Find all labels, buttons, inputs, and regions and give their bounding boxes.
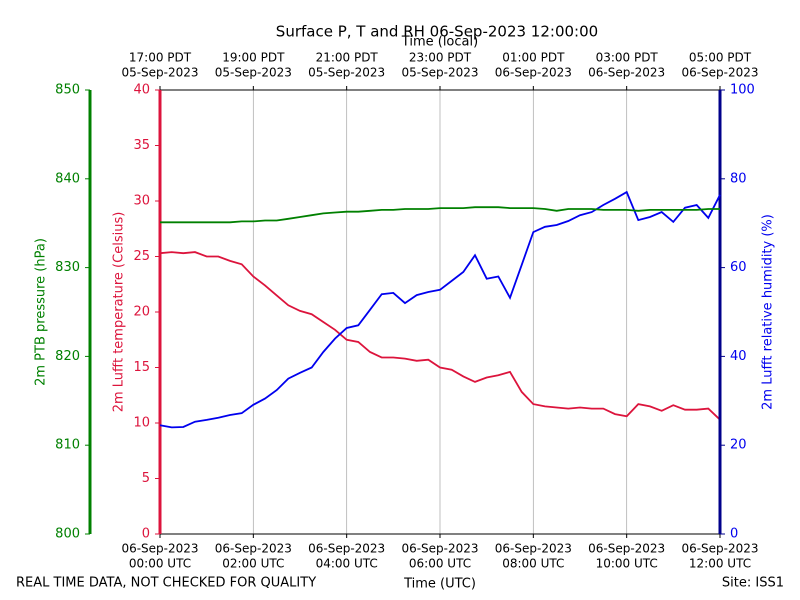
data-line xyxy=(159,190,721,429)
x-tick-label: 02:00 UTC xyxy=(222,557,284,571)
chart-title: Surface P, T and RH 06-Sep-2023 12:00:00 xyxy=(276,23,598,41)
top-x-tick-label: 23:00 PDT xyxy=(409,51,472,65)
y-tick-label: 35 xyxy=(133,138,150,153)
y-tick-label: 15 xyxy=(133,360,150,375)
top-x-tick-label: 06-Sep-2023 xyxy=(495,66,572,80)
top-x-tick-label: 06-Sep-2023 xyxy=(681,66,758,80)
x-tick-label: 06:00 UTC xyxy=(409,557,471,571)
y-axis-label: 2m Lufft temperature (Celsius) xyxy=(112,212,127,413)
top-x-tick-label: 05-Sep-2023 xyxy=(308,66,385,80)
footnote: Site: ISS1 xyxy=(722,576,784,591)
x-tick-label: 06-Sep-2023 xyxy=(401,542,478,556)
x-tick-label: 10:00 UTC xyxy=(596,557,658,571)
top-x-tick-label: 17:00 PDT xyxy=(129,51,192,65)
top-x-tick-label: 05-Sep-2023 xyxy=(215,66,292,80)
y-axis-label: 2m Lufft relative humidity (%) xyxy=(761,214,776,410)
data-line xyxy=(159,251,721,421)
top-x-tick-label: 06-Sep-2023 xyxy=(588,66,665,80)
x-tick-label: 04:00 UTC xyxy=(316,557,378,571)
x-tick-label: 06-Sep-2023 xyxy=(681,542,758,556)
top-x-tick-label: 21:00 PDT xyxy=(316,51,379,65)
data-line xyxy=(160,206,720,224)
top-x-tick-label: 05:00 PDT xyxy=(689,51,752,65)
y-tick-label: 5 xyxy=(142,471,150,486)
y-tick-label: 40 xyxy=(133,83,150,98)
x-tick-label: 00:00 UTC xyxy=(129,557,191,571)
y-tick-label: 60 xyxy=(730,260,747,275)
y-tick-label: 25 xyxy=(133,249,150,264)
y-tick-label: 80 xyxy=(730,171,747,186)
top-x-tick-label: 01:00 PDT xyxy=(502,51,565,65)
x-tick-label: 06-Sep-2023 xyxy=(588,542,665,556)
top-x-tick-label: 05-Sep-2023 xyxy=(401,66,478,80)
footnote: REAL TIME DATA, NOT CHECKED FOR QUALITY xyxy=(16,576,316,591)
y-axis-label: 2m PTB pressure (hPa) xyxy=(34,238,49,386)
y-tick-label: 820 xyxy=(55,349,80,364)
top-x-tick-label: 05-Sep-2023 xyxy=(121,66,198,80)
y-tick-label: 0 xyxy=(142,527,150,542)
y-tick-label: 0 xyxy=(730,527,738,542)
y-tick-label: 20 xyxy=(133,305,150,320)
y-tick-label: 810 xyxy=(55,438,80,453)
x-tick-label: 06-Sep-2023 xyxy=(308,542,385,556)
y-tick-label: 100 xyxy=(730,83,755,98)
top-x-tick-label: 03:00 PDT xyxy=(596,51,659,65)
top-x-tick-label: 19:00 PDT xyxy=(222,51,285,65)
x-tick-label: 12:00 UTC xyxy=(689,557,751,571)
y-tick-label: 30 xyxy=(133,194,150,209)
top-axis-label: Time (local) xyxy=(401,35,478,50)
x-axis-label: Time (UTC) xyxy=(403,577,476,592)
y-tick-label: 40 xyxy=(730,349,747,364)
x-tick-label: 08:00 UTC xyxy=(502,557,564,571)
y-tick-label: 840 xyxy=(55,171,80,186)
y-tick-label: 850 xyxy=(55,83,80,98)
x-tick-label: 06-Sep-2023 xyxy=(215,542,292,556)
x-tick-label: 06-Sep-2023 xyxy=(121,542,198,556)
y-tick-label: 800 xyxy=(55,527,80,542)
y-tick-label: 20 xyxy=(730,438,747,453)
x-tick-label: 06-Sep-2023 xyxy=(495,542,572,556)
y-tick-label: 830 xyxy=(55,260,80,275)
y-tick-label: 10 xyxy=(133,416,150,431)
